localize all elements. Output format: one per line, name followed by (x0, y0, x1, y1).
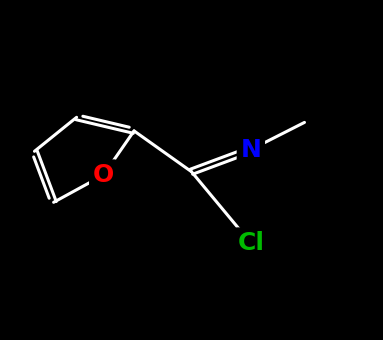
Text: N: N (241, 138, 261, 162)
Text: Cl: Cl (237, 231, 264, 255)
Text: O: O (93, 163, 114, 187)
